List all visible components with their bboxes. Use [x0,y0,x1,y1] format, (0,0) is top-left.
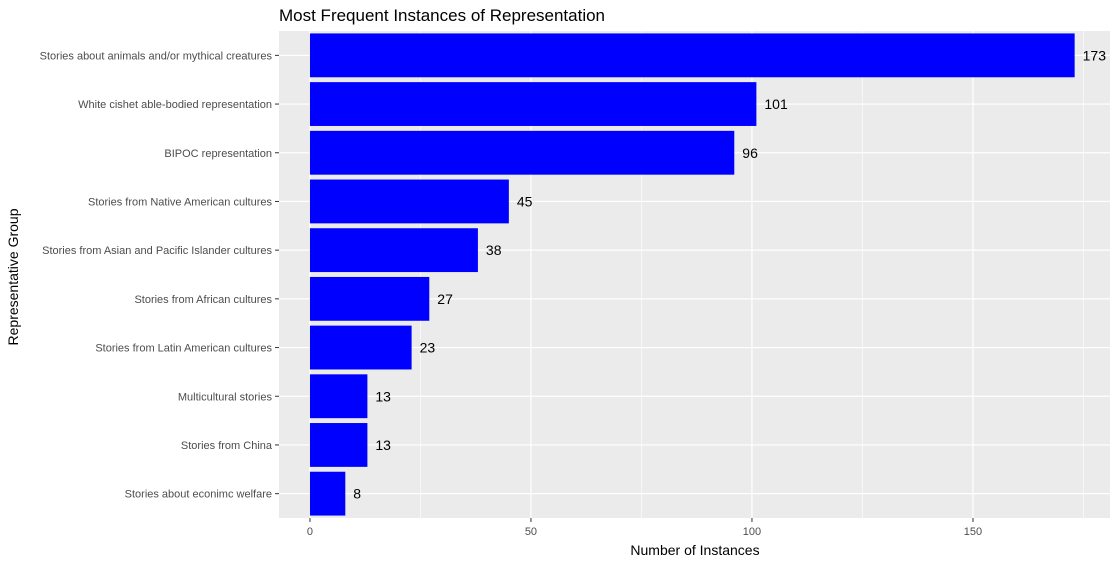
chart-title: Most Frequent Instances of Representatio… [279,6,605,25]
category-label: Stories from China [181,440,273,452]
plot-layer: 173 Stories about animals and/or mythical… [40,31,1110,538]
bar [309,33,1075,78]
bar [309,374,368,419]
bar-value-label: 13 [375,437,391,453]
bar [309,276,430,321]
bar [309,325,412,370]
category-label: White cishet able-bodied representation [78,99,272,111]
category-label: Stories from Latin American cultures [95,343,272,355]
bar-value-label: 45 [517,193,533,209]
bar-value-label: 23 [420,340,436,356]
x-tick-label: 0 [307,526,313,538]
category-label: Stories from Asian and Pacific Islander … [42,245,272,257]
bar-value-label: 101 [764,96,788,112]
x-tick-label: 50 [525,526,537,538]
bar [309,423,368,467]
x-tick-label: 100 [743,526,761,538]
bar [309,179,509,224]
bar [309,471,346,516]
bar [309,130,735,175]
category-label: Stories from African cultures [134,294,272,306]
bar [309,228,478,273]
category-label: Stories about animals and/or mythical cr… [40,50,273,62]
category-label: Stories from Native American cultures [88,196,273,208]
bar-value-label: 8 [353,486,361,502]
bar-value-label: 96 [742,145,758,161]
bar [309,82,757,126]
x-axis-label: Number of Instances [630,542,759,558]
category-label: Multicultural stories [178,391,273,403]
bar-value-label: 38 [486,242,502,258]
bar-value-label: 27 [437,291,453,307]
x-tick-label: 150 [964,526,982,538]
y-axis-label: Representative Group [5,208,21,345]
bar-value-label: 173 [1083,47,1107,63]
category-label: BIPOC representation [164,148,272,160]
category-label: Stories about econimc welfare [125,489,272,501]
bar-value-label: 13 [375,388,391,404]
